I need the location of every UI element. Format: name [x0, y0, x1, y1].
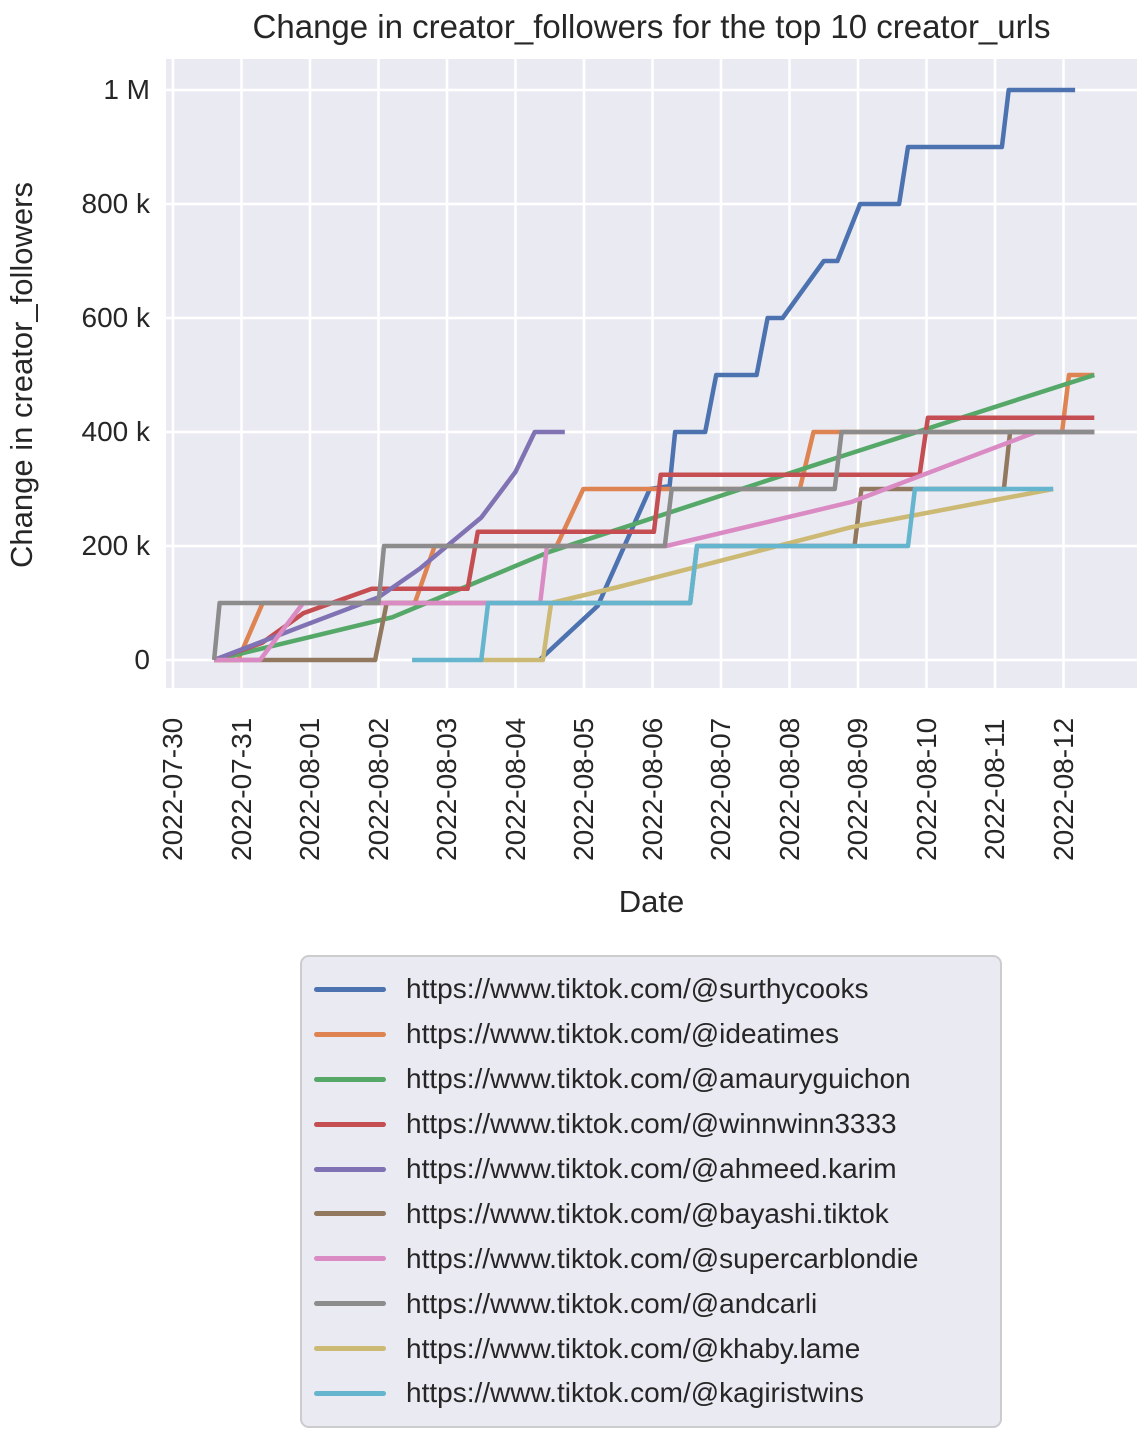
- x-tick-label: 2022-08-02: [362, 717, 394, 861]
- x-tick-label: 2022-08-03: [431, 717, 462, 861]
- plot-area: [166, 59, 1137, 688]
- y-tick-label: 1 M: [103, 74, 150, 105]
- y-tick-label: 800 k: [81, 188, 151, 219]
- y-tick-label: 600 k: [81, 302, 151, 333]
- legend-item: https://www.tiktok.com/@winnwinn3333: [314, 1108, 1000, 1140]
- legend-label: https://www.tiktok.com/@supercarblondie: [406, 1242, 919, 1274]
- legend-line-swatch: [314, 1346, 386, 1352]
- x-tick-label: 2022-08-11: [979, 718, 1010, 860]
- x-tick-label: 2022-08-06: [636, 717, 668, 861]
- x-tick-label: 2022-08-07: [705, 717, 736, 861]
- legend-line-swatch: [314, 1301, 386, 1307]
- legend-item: https://www.tiktok.com/@kagiristwins: [314, 1377, 1000, 1409]
- legend: https://www.tiktok.com/@surthycooks https…: [300, 955, 1002, 1428]
- legend-item: https://www.tiktok.com/@andcarli: [314, 1288, 1000, 1320]
- y-tick-label: 0: [134, 644, 150, 675]
- legend-line-swatch: [314, 986, 386, 992]
- legend-line-swatch: [314, 1076, 386, 1082]
- legend-label: https://www.tiktok.com/@khaby.lame: [406, 1332, 861, 1364]
- series-line-10: [412, 486, 1054, 663]
- legend-line-swatch: [314, 1166, 386, 1172]
- legend-line-swatch: [314, 1256, 386, 1262]
- series-line-4: [213, 415, 1095, 663]
- legend-item: https://www.tiktok.com/@khaby.lame: [314, 1333, 1000, 1365]
- legend-label: https://www.tiktok.com/@ahmeed.karim: [406, 1153, 897, 1184]
- legend-item: https://www.tiktok.com/@amauryguichon: [314, 1063, 1000, 1095]
- x-tick-label: 2022-08-09: [842, 717, 873, 861]
- legend-label: https://www.tiktok.com/@surthycooks: [406, 973, 869, 1005]
- x-tick-label: 2022-08-01: [294, 717, 325, 861]
- chart-canvas: [166, 59, 1137, 688]
- legend-line-swatch: [314, 1121, 386, 1127]
- legend-item: https://www.tiktok.com/@supercarblondie: [314, 1243, 1000, 1275]
- legend-label: https://www.tiktok.com/@bayashi.tiktok: [406, 1197, 889, 1229]
- x-tick-label: 2022-08-10: [910, 717, 942, 861]
- legend-line-swatch: [314, 1390, 386, 1396]
- legend-label: https://www.tiktok.com/@kagiristwins: [406, 1377, 864, 1409]
- series-line-1: [537, 87, 1076, 662]
- series-line-8: [211, 429, 1095, 661]
- legend-label: https://www.tiktok.com/@amauryguichon: [406, 1063, 911, 1095]
- legend-item: https://www.tiktok.com/@ahmeed.karim: [314, 1153, 1000, 1185]
- legend-line-swatch: [314, 1031, 386, 1037]
- legend-item: https://www.tiktok.com/@ideatimes: [314, 1018, 1000, 1050]
- x-tick-label: 2022-08-12: [1047, 717, 1079, 861]
- legend-label: https://www.tiktok.com/@ideatimes: [406, 1018, 840, 1050]
- x-tick-label: 2022-08-05: [568, 717, 599, 861]
- chart-title: Change in creator_followers for the top …: [252, 8, 1051, 45]
- y-tick-label: 200 k: [81, 530, 151, 561]
- x-tick-label: 2022-07-30: [157, 717, 188, 861]
- legend-item: https://www.tiktok.com/@surthycooks: [314, 973, 1000, 1005]
- x-tick-label: 2022-08-04: [499, 717, 531, 861]
- y-tick-label: 400 k: [81, 416, 151, 447]
- y-axis-label: Change in creator_followers: [4, 182, 39, 568]
- x-tick-label: 2022-07-31: [225, 717, 257, 861]
- legend-label: https://www.tiktok.com/@andcarli: [406, 1287, 818, 1319]
- series-line-2: [214, 372, 1095, 663]
- legend-label: https://www.tiktok.com/@winnwinn3333: [406, 1108, 897, 1140]
- series-line-5: [213, 429, 565, 663]
- legend-line-swatch: [314, 1211, 386, 1217]
- legend-item: https://www.tiktok.com/@bayashi.tiktok: [314, 1198, 1000, 1230]
- x-axis-label: Date: [618, 884, 685, 919]
- series-line-9: [481, 486, 1054, 663]
- x-tick-label: 2022-08-08: [773, 717, 805, 861]
